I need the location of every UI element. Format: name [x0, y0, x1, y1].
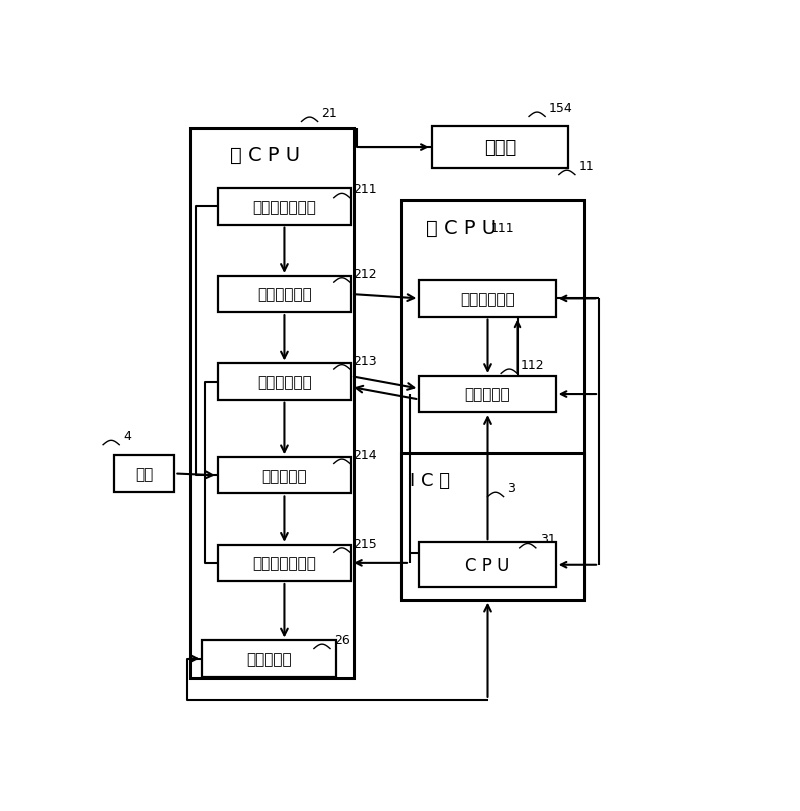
Text: 初始化指示部: 初始化指示部 [257, 287, 312, 303]
Text: 3: 3 [507, 482, 515, 495]
Text: 初始化判定部: 初始化判定部 [257, 375, 312, 389]
Bar [419, 543, 556, 587]
Text: 状态设定部: 状态设定部 [262, 468, 307, 483]
Bar [218, 364, 351, 400]
Text: 26: 26 [334, 633, 350, 646]
Text: 214: 214 [354, 448, 378, 461]
Bar [218, 457, 351, 494]
Text: 211: 211 [354, 183, 378, 196]
Text: 212: 212 [354, 268, 378, 281]
Text: 主 C P U: 主 C P U [426, 218, 496, 238]
Text: 初始化执行部: 初始化执行部 [460, 291, 515, 307]
Text: 电源控制部: 电源控制部 [246, 651, 292, 666]
Text: 解密处理部: 解密处理部 [465, 387, 510, 402]
Text: 11: 11 [578, 160, 594, 173]
Text: 213: 213 [354, 354, 378, 367]
Bar [202, 641, 336, 677]
Text: 215: 215 [354, 537, 378, 550]
Text: 21: 21 [322, 107, 337, 120]
Bar [401, 200, 584, 597]
Text: 完成状态保持部: 完成状态保持部 [253, 556, 316, 571]
Text: C P U: C P U [466, 556, 510, 574]
Bar [190, 128, 354, 678]
Text: 154: 154 [549, 102, 573, 115]
Bar [432, 127, 568, 169]
Text: 31: 31 [539, 533, 555, 546]
Bar [419, 376, 556, 413]
Text: 安装拆卸判定部: 安装拆卸判定部 [253, 200, 316, 215]
Text: I C 卡: I C 卡 [410, 471, 450, 489]
Text: 遥控: 遥控 [135, 466, 153, 482]
Bar [419, 281, 556, 317]
Bar [401, 453, 584, 600]
Bar [218, 277, 351, 313]
Text: 子 C P U: 子 C P U [230, 146, 300, 165]
Text: 112: 112 [521, 358, 545, 371]
Text: 111: 111 [490, 221, 514, 234]
Text: 解密器: 解密器 [484, 139, 516, 157]
Bar [114, 456, 174, 492]
Text: 4: 4 [123, 430, 131, 443]
Bar [218, 545, 351, 581]
Bar [218, 189, 351, 225]
